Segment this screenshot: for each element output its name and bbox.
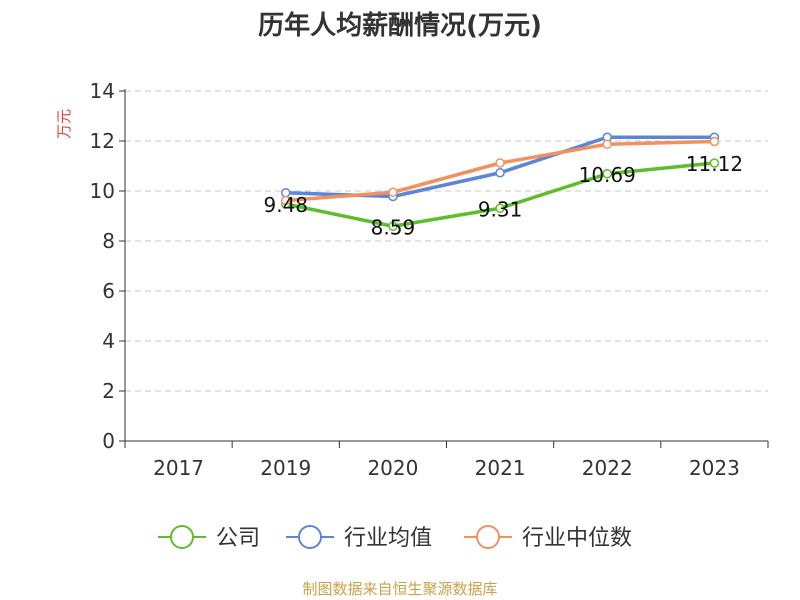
y-axis-unit-label: 万元	[55, 109, 73, 139]
chart-title: 历年人均薪酬情况(万元)	[258, 10, 542, 41]
legend-marker-2	[476, 525, 500, 549]
series-2-point-2022	[602, 139, 612, 149]
legend-label-2: 行业中位数	[522, 526, 632, 551]
x-tick-label-2022: 2022	[582, 456, 633, 480]
y-tick-label-6: 6	[102, 279, 115, 303]
y-tick-label-10: 10	[90, 179, 115, 203]
data-label-2020: 8.59	[371, 215, 416, 239]
y-tick-label-0: 0	[102, 429, 115, 453]
series-2-point-2020	[388, 187, 398, 197]
series-0-point-2022	[602, 169, 612, 179]
legend-label-0: 公司	[216, 526, 260, 551]
data-label-2021: 9.31	[478, 197, 523, 221]
gridlines	[125, 90, 768, 392]
axes: 0 2 4 6 8 10 12 14 2017 2019 2020 2021 2022 2023	[90, 79, 769, 480]
series-2-point-2023	[709, 136, 720, 147]
source-note: 制图数据来自恒生聚源数据库	[302, 580, 497, 598]
series-0-point-2021	[495, 203, 505, 213]
data-label-2022: 10.69	[579, 163, 636, 187]
series-2-point-2021	[495, 158, 505, 168]
y-tick-label-4: 4	[102, 329, 115, 353]
data-labels: 9.48 8.59 9.31 10.69 11.12	[263, 152, 743, 239]
legend-marker-0	[170, 525, 194, 549]
legend: 公司 行业均值 行业中位数	[158, 525, 632, 551]
x-tick-label-2017: 2017	[153, 456, 204, 480]
y-tick-label-8: 8	[102, 229, 115, 253]
x-tick-label-2023: 2023	[689, 456, 740, 480]
x-tick-label-2021: 2021	[475, 456, 526, 480]
y-tick-label-12: 12	[90, 129, 115, 153]
series-0-point-2020	[388, 221, 398, 231]
x-tick-label-2019: 2019	[260, 456, 311, 480]
series-0-point-2023	[709, 158, 720, 168]
x-tick-label-2020: 2020	[367, 456, 418, 480]
data-label-2023: 11.12	[686, 152, 743, 176]
legend-marker-1	[298, 525, 322, 549]
y-tick-label-2: 2	[102, 379, 115, 403]
series-1-point-2021	[495, 168, 505, 178]
y-tick-label-14: 14	[90, 79, 115, 103]
series-lines	[281, 132, 720, 231]
series-2-point-2019	[281, 195, 291, 206]
data-label-2019: 9.48	[263, 193, 308, 217]
legend-label-1: 行业均值	[344, 526, 432, 551]
